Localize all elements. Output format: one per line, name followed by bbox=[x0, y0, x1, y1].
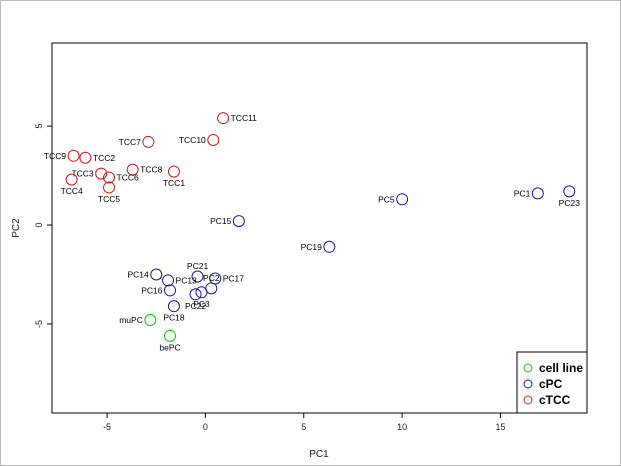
data-points: muPCbePCPC1PC23PC5PC15PC19PC14PC21PC17PC… bbox=[44, 112, 581, 352]
y-tick-label: 5 bbox=[34, 124, 44, 129]
point-tcc2 bbox=[79, 151, 92, 164]
x-tick-label: 10 bbox=[397, 422, 407, 432]
point-tcc10 bbox=[207, 133, 220, 146]
point-tcc6 bbox=[103, 171, 116, 184]
point-pc21 bbox=[191, 270, 204, 283]
point-label-pc14: PC14 bbox=[127, 269, 149, 279]
point-label-pc13: PC13 bbox=[176, 275, 198, 285]
legend-marker-cell-line bbox=[523, 363, 533, 373]
point-label-mupc: muPC bbox=[119, 315, 143, 325]
legend-label-ctcc: cTCC bbox=[539, 393, 571, 407]
point-label-tcc7: TCC7 bbox=[119, 137, 141, 147]
x-tick-label: -5 bbox=[103, 422, 111, 432]
point-pc1 bbox=[531, 187, 544, 200]
point-label-pc15: PC15 bbox=[210, 216, 232, 226]
point-tcc8 bbox=[126, 163, 139, 176]
x-tick-label: 0 bbox=[203, 422, 208, 432]
point-label-tcc5: TCC5 bbox=[98, 194, 120, 204]
legend-label-cpc: cPC bbox=[539, 377, 563, 391]
point-label-pc23: PC23 bbox=[559, 198, 581, 208]
point-mupc bbox=[144, 314, 157, 327]
point-label-tcc9: TCC9 bbox=[44, 151, 66, 161]
point-label-bepc: bePC bbox=[159, 342, 180, 352]
x-axis: -5 0 5 10 15 bbox=[103, 413, 505, 432]
point-pc23 bbox=[563, 185, 576, 198]
point-label-tcc8: TCC8 bbox=[140, 165, 162, 175]
point-label-tcc1: TCC1 bbox=[163, 178, 185, 188]
point-label-tcc6: TCC6 bbox=[117, 173, 139, 183]
point-bepc bbox=[164, 329, 177, 342]
point-pc15 bbox=[232, 215, 245, 228]
point-tcc5 bbox=[103, 181, 116, 194]
point-pc5 bbox=[396, 193, 409, 206]
x-tick-label: 5 bbox=[301, 422, 306, 432]
point-tcc3 bbox=[95, 167, 108, 180]
y-tick-label: -5 bbox=[34, 320, 44, 328]
point-label-tcc10: TCC10 bbox=[179, 135, 206, 145]
y-tick-label: 0 bbox=[34, 223, 44, 228]
point-label-pc3: PC3 bbox=[193, 299, 210, 309]
point-tcc7 bbox=[142, 135, 155, 148]
point-label-pc17: PC17 bbox=[223, 273, 245, 283]
point-label-pc16: PC16 bbox=[141, 285, 163, 295]
point-tcc1 bbox=[167, 165, 180, 178]
y-axis: -5 0 5 bbox=[34, 124, 52, 328]
point-label-pc5: PC5 bbox=[378, 194, 395, 204]
legend-label-cell-line: cell line bbox=[539, 361, 583, 375]
point-label-pc1: PC1 bbox=[514, 188, 531, 198]
point-tcc11 bbox=[217, 112, 230, 125]
point-pc3 bbox=[195, 286, 208, 299]
legend-marker-ctcc bbox=[523, 395, 533, 405]
plot-box bbox=[51, 42, 588, 414]
point-label-tcc2: TCC2 bbox=[93, 153, 115, 163]
point-label-tcc4: TCC4 bbox=[61, 186, 83, 196]
legend-box bbox=[516, 351, 588, 414]
x-axis-title: PC1 bbox=[309, 449, 329, 460]
point-label-tcc11: TCC11 bbox=[231, 113, 258, 123]
point-tcc4 bbox=[65, 173, 78, 186]
point-pc19 bbox=[323, 240, 336, 253]
point-label-pc22: PC22 bbox=[185, 301, 207, 311]
point-pc14 bbox=[150, 268, 163, 281]
point-pc18 bbox=[167, 300, 180, 313]
point-pc22 bbox=[189, 288, 202, 301]
legend-marker-cpc bbox=[523, 379, 533, 389]
point-label-pc21: PC21 bbox=[187, 261, 209, 271]
point-label-pc2: PC2 bbox=[203, 273, 220, 283]
y-axis-title: PC2 bbox=[11, 218, 22, 238]
point-label-tcc3: TCC3 bbox=[71, 169, 93, 179]
point-pc13 bbox=[162, 274, 175, 287]
legend: cell line cPC cTCC bbox=[516, 351, 588, 414]
point-label-pc19: PC19 bbox=[301, 242, 323, 252]
point-pc16 bbox=[164, 284, 177, 297]
point-tcc9 bbox=[67, 149, 80, 162]
point-label-pc18: PC18 bbox=[163, 313, 185, 323]
x-tick-label: 15 bbox=[495, 422, 505, 432]
